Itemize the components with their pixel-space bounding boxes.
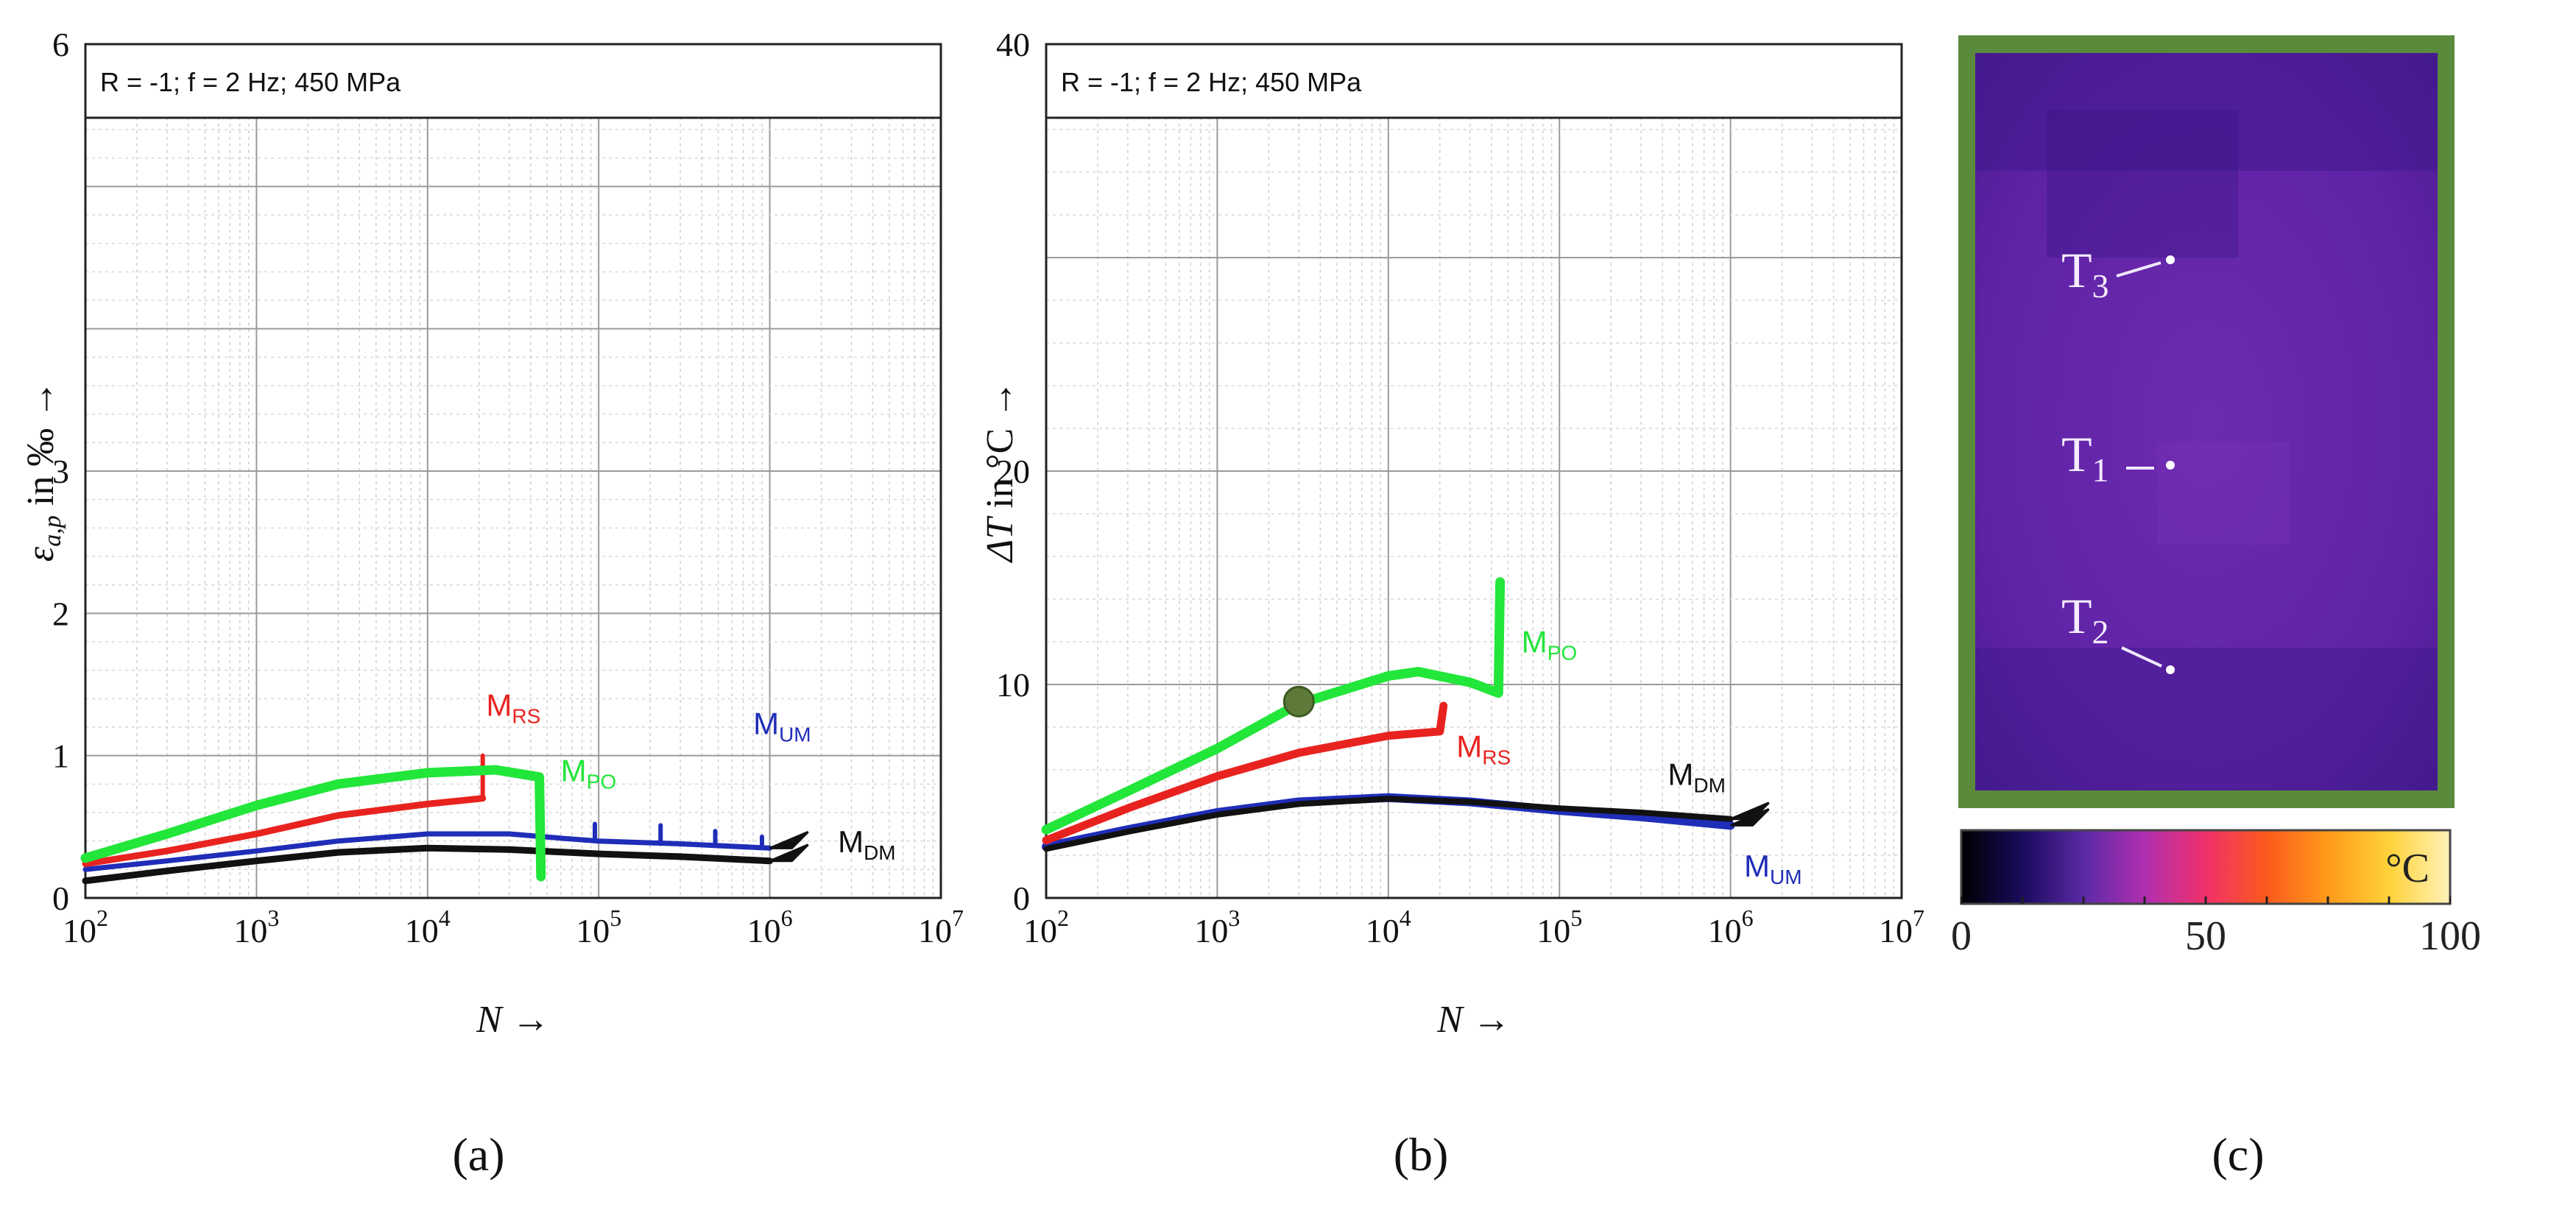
thermal-patch-top xyxy=(1975,53,2438,171)
panel-a-y-axis-label: εa,p in ‰ → xyxy=(20,381,66,562)
a-series-label: MDM xyxy=(838,824,896,864)
a-x-tick-label: 107 xyxy=(918,905,964,949)
t3-main: T xyxy=(2061,242,2092,298)
a-y-tick-label: 0 xyxy=(52,880,69,917)
b-series-label: MPO xyxy=(1522,625,1577,665)
t2-leader xyxy=(2121,646,2162,668)
colorbar-unit: °C xyxy=(2385,846,2429,891)
a-y-tick-label: 6 xyxy=(52,26,69,63)
panel-a-x-axis-label: N → xyxy=(476,999,550,1041)
b-y-tick-label: 0 xyxy=(1013,880,1030,917)
panel-b-y-axis-label: ΔT in °C → xyxy=(979,381,1021,563)
panel-b-title: R = -1; f = 2 Hz; 450 MPa xyxy=(1061,67,1362,97)
t1-dot xyxy=(2166,461,2175,470)
a-x-tick-label: 103 xyxy=(233,905,279,949)
t1-sub: 1 xyxy=(2092,451,2109,489)
panel-a-series-labels: MRS MPO MUM MDM xyxy=(486,688,895,865)
panel-a-title: R = -1; f = 2 Hz; 450 MPa xyxy=(100,67,401,97)
panel-a-title-box xyxy=(84,43,942,119)
panel-b-title-box xyxy=(1045,43,1903,119)
panel-b-ylabel-rest: in °C → xyxy=(979,381,1021,518)
a-series-m-po xyxy=(80,765,546,882)
t2-main: T xyxy=(2061,588,2092,644)
panel-a-series xyxy=(80,753,809,885)
a-series-m-um xyxy=(82,831,773,872)
panel-b-series xyxy=(1041,577,1770,852)
t1-label: T1 xyxy=(2061,426,2109,489)
colorbar-tick-label: 0 xyxy=(1951,913,1972,959)
t1-main: T xyxy=(2061,426,2092,482)
a-y-tick-label: 1 xyxy=(52,737,69,775)
panel-b-x-axis-label: N → xyxy=(1436,999,1511,1041)
panel-a: R = -1; f = 2 Hz; 450 MPa MRS MPO MUM MDM 0… xyxy=(20,26,964,1181)
t2-label: T2 xyxy=(2061,588,2109,651)
t3-sub: 3 xyxy=(2092,267,2109,305)
b-x-tick-label: 102 xyxy=(1023,905,1069,949)
b-series-label: MDM xyxy=(1668,757,1726,796)
panel-a-x-ticks: 102 103 104 105 106 107 xyxy=(63,905,964,949)
panel-a-ylabel-main: ε xyxy=(20,546,62,562)
panel-b-series-labels: MPO MRS MDM MUM xyxy=(1456,625,1802,889)
panel-c: T3 T1 T2 °C 0 50 100 (c) xyxy=(1951,35,2481,1181)
b-series-label: MRS xyxy=(1456,729,1511,769)
t2-dot xyxy=(2166,665,2175,674)
a-series-label: MUM xyxy=(753,707,811,746)
a-x-tick-label: 105 xyxy=(576,905,621,949)
panel-a-letter: (a) xyxy=(452,1128,504,1181)
a-x-tick-label: 106 xyxy=(747,905,793,949)
t3-leader xyxy=(2116,261,2162,277)
b-x-tick-label: 107 xyxy=(1879,905,1924,949)
a-series-m-rs xyxy=(82,795,487,868)
measure-point-t1: T1 xyxy=(2061,426,2175,489)
panel-c-letter: (c) xyxy=(2212,1128,2264,1181)
panel-a-ylabel-rest: in ‰ → xyxy=(20,381,62,515)
b-series-m-rs xyxy=(1042,701,1448,845)
b-marker-point xyxy=(1282,685,1315,718)
a-runout-arrow xyxy=(769,843,809,863)
panel-a-y-ticks: 0 1 2 3 6 xyxy=(52,26,69,917)
b-series-m-dm xyxy=(1043,796,1734,852)
colorbar-tick-label: 100 xyxy=(2419,913,2481,959)
t3-dot xyxy=(2166,255,2175,264)
panel-a-ylabel-sub: a,p xyxy=(39,515,66,547)
b-x-tick-label: 104 xyxy=(1366,905,1411,949)
b-y-tick-label: 20 xyxy=(996,453,1030,490)
b-y-tick-label: 10 xyxy=(996,666,1030,704)
b-x-tick-label: 105 xyxy=(1536,905,1582,949)
panel-b-ylabel-main: ΔT xyxy=(979,516,1021,564)
panel-b-x-ticks: 102 103 104 105 106 107 xyxy=(1023,905,1924,949)
panel-b-y-ticks: 0 10 20 40 xyxy=(996,26,1030,917)
thermal-patch-bottom xyxy=(1975,648,2438,790)
b-x-tick-label: 103 xyxy=(1194,905,1240,949)
colorbar-ticks: 0 50 100 xyxy=(1951,896,2481,959)
a-x-tick-label: 104 xyxy=(405,905,451,949)
a-x-tick-label: 102 xyxy=(63,905,108,949)
measure-point-t2: T2 xyxy=(2061,588,2175,674)
panel-b: R = -1; f = 2 Hz; 450 MPa MPO MRS MDM MUM 0… xyxy=(979,26,1924,1181)
a-y-tick-label: 3 xyxy=(52,453,69,490)
colorbar xyxy=(1960,829,2452,905)
thermal-image xyxy=(1975,53,2438,790)
thermal-patch-center xyxy=(2157,442,2290,545)
b-runout-arrow xyxy=(1730,802,1770,821)
a-runout-arrow xyxy=(769,830,809,849)
colorbar-tick-label: 50 xyxy=(2185,913,2226,959)
t3-label: T3 xyxy=(2061,242,2109,305)
b-series-m-po xyxy=(1041,577,1506,835)
t2-sub: 2 xyxy=(2092,613,2109,651)
a-series-m-dm xyxy=(82,844,774,885)
b-series-label: MUM xyxy=(1744,849,1802,888)
measure-point-t3: T3 xyxy=(2061,242,2175,305)
b-x-tick-label: 106 xyxy=(1708,905,1754,949)
a-y-tick-label: 2 xyxy=(52,595,69,632)
thermal-patch-upper xyxy=(2047,110,2238,258)
panel-b-letter: (b) xyxy=(1394,1128,1449,1181)
a-series-label: MRS xyxy=(486,688,540,728)
b-y-tick-label: 40 xyxy=(996,26,1030,63)
a-series-label: MPO xyxy=(561,753,616,793)
